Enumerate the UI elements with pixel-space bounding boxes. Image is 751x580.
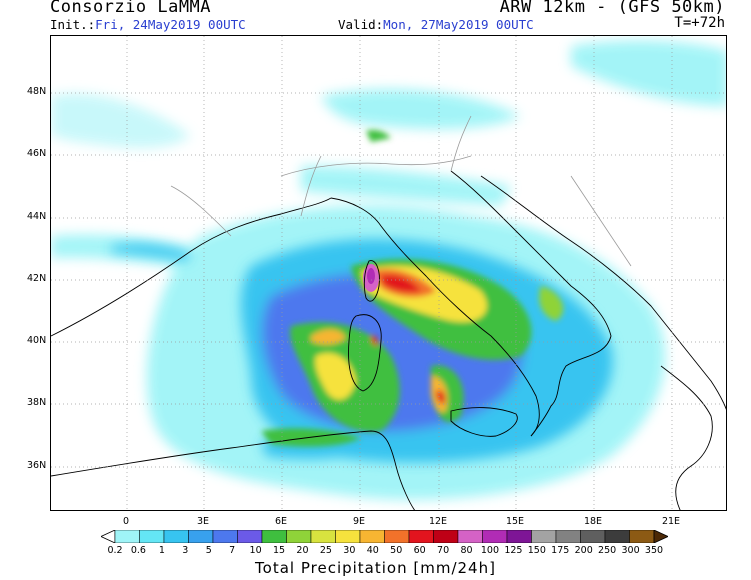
colorbar-swatch — [531, 530, 557, 543]
colorbar-label: 125 — [504, 545, 523, 556]
lat-label: 36N — [27, 460, 47, 471]
colorbar-swatch — [482, 530, 508, 543]
lat-label: 48N — [27, 86, 47, 97]
colorbar-label: 5 — [205, 545, 212, 556]
colorbar-title: Total Precipitation [mm/24h] — [255, 559, 496, 577]
colorbar-under-triangle — [101, 530, 116, 543]
colorbar-label: 150 — [527, 545, 546, 556]
colorbar-label: 200 — [574, 545, 593, 556]
colorbar-swatch — [457, 530, 483, 543]
init-label: Init.: — [50, 17, 96, 32]
colorbar-label: 40 — [366, 545, 379, 556]
colorbar-swatch — [310, 530, 336, 543]
colorbar-swatch — [335, 530, 361, 543]
colorbar-swatch — [506, 530, 532, 543]
colorbar-swatch — [359, 530, 385, 543]
colorbar-label: 25 — [319, 545, 332, 556]
lon-label: 9E — [352, 516, 366, 527]
colorbar-swatch — [286, 530, 312, 543]
colorbar-label: 30 — [343, 545, 356, 556]
colorbar-label: 10 — [249, 545, 262, 556]
lat-label: 42N — [27, 273, 47, 284]
colorbar-swatch — [163, 530, 189, 543]
colorbar-label: 20 — [296, 545, 309, 556]
colorbar-swatch — [555, 530, 581, 543]
colorbar-swatch — [580, 530, 606, 543]
precipitation-map — [50, 35, 727, 511]
colorbar-swatch — [384, 530, 410, 543]
colorbar-swatch — [212, 530, 238, 543]
lon-label: 15E — [505, 516, 525, 527]
colorbar-label: 0.2 — [107, 545, 123, 556]
colorbar-swatch — [604, 530, 630, 543]
colorbar-label: 7 — [229, 545, 236, 556]
colorbar-label: 3 — [182, 545, 189, 556]
colorbar-over-triangle — [653, 530, 668, 543]
colorbar-swatch — [237, 530, 263, 543]
valid-time: Valid:Mon, 27May2019 00UTC — [338, 17, 534, 32]
colorbar-swatch — [629, 530, 655, 543]
colorbar-label: 70 — [437, 545, 450, 556]
lon-label: 18E — [583, 516, 603, 527]
lon-label: 6E — [274, 516, 288, 527]
colorbar-label: 100 — [480, 545, 500, 556]
valid-label: Valid: — [338, 17, 384, 32]
model-title: ARW 12km - (GFS 50km) — [499, 0, 725, 17]
lon-label: 3E — [196, 516, 210, 527]
lon-label: 0 — [122, 516, 130, 527]
colorbar-label: 300 — [621, 545, 640, 556]
colorbar-swatch — [139, 530, 165, 543]
init-time: Init.:Fri, 24May2019 00UTC — [50, 17, 246, 32]
colorbar-label: 50 — [390, 545, 403, 556]
colorbar-swatch — [114, 530, 140, 543]
colorbar — [101, 530, 668, 543]
colorbar-label: 175 — [551, 545, 570, 556]
lon-label: 21E — [661, 516, 681, 527]
valid-value: Mon, 27May2019 00UTC — [383, 17, 534, 32]
init-value: Fri, 24May2019 00UTC — [95, 17, 246, 32]
colorbar-swatch — [188, 530, 214, 543]
colorbar-swatch — [433, 530, 459, 543]
lon-label: 12E — [428, 516, 448, 527]
colorbar-label: 60 — [413, 545, 426, 556]
colorbar-label: 250 — [598, 545, 617, 556]
colorbar-swatch — [408, 530, 434, 543]
colorbar-label: 350 — [644, 545, 664, 556]
lead-time: T=+72h — [674, 15, 725, 31]
colorbar-label: 0.6 — [130, 545, 146, 556]
colorbar-label: 1 — [158, 545, 165, 556]
colorbar-label: 15 — [272, 545, 286, 556]
lat-label: 46N — [27, 148, 47, 159]
lat-label: 44N — [27, 211, 47, 222]
app-title: Consorzio LaMMA — [50, 0, 212, 17]
lat-label: 38N — [27, 397, 47, 408]
colorbar-swatch — [261, 530, 287, 543]
lat-label: 40N — [27, 335, 47, 346]
colorbar-label: 80 — [460, 545, 473, 556]
